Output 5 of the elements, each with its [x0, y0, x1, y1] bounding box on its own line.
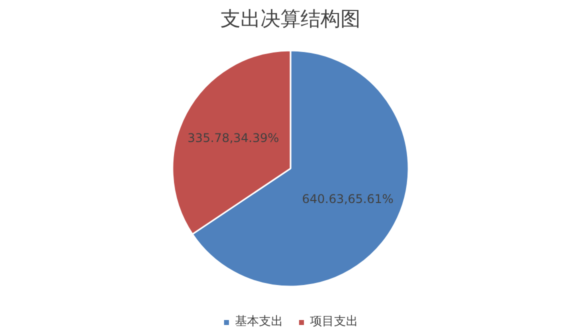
- data-label: 640.63,65.61%: [302, 192, 394, 206]
- legend-label: 项目支出: [310, 313, 358, 330]
- data-label: 335.78,34.39%: [187, 130, 280, 145]
- chart-title: 支出决算结构图: [220, 6, 360, 30]
- legend-label: 基本支出: [235, 313, 283, 330]
